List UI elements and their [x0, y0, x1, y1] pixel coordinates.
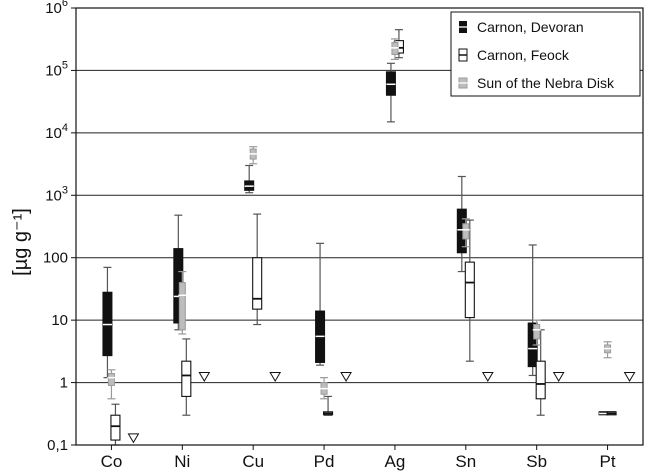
box	[533, 324, 541, 340]
y-tick-label: 104	[45, 122, 68, 142]
box	[462, 223, 470, 240]
x-tick-label: Pt	[600, 452, 616, 471]
x-tick-label: Sb	[526, 452, 547, 471]
plot-frame	[75, 7, 644, 446]
detection-limit-marker	[269, 372, 282, 383]
x-axis-category-labels: Co Ni Cu Pd Ag Sn Sb Pt	[101, 445, 616, 471]
series-carnon-feock	[110, 29, 617, 446]
detection-limit-marker	[481, 372, 494, 383]
y-axis-tick-labels: 0,1 1 10 100 103 104 105 106	[43, 0, 76, 454]
box	[181, 360, 192, 397]
x-tick-label: Cu	[242, 452, 264, 471]
y-axis-label: [µg g⁻¹]	[10, 208, 32, 276]
x-tick-label: Co	[101, 452, 123, 471]
detection-limit-marker	[623, 372, 636, 383]
x-tick-label: Ni	[174, 452, 190, 471]
legend-label: Sun of the Nebra Disk	[477, 75, 615, 91]
detection-limit-marker	[552, 372, 565, 383]
legend-label: Carnon, Feock	[477, 47, 570, 63]
y-tick-label: 103	[45, 184, 68, 204]
series-sun-of-the-nebra-disk	[107, 38, 612, 400]
gridlines	[76, 69, 643, 384]
x-tick-label: Pd	[314, 452, 335, 471]
box	[535, 360, 546, 400]
box	[107, 372, 115, 386]
detection-limit-marker	[340, 372, 352, 383]
y-tick-label: 106	[45, 0, 68, 17]
y-tick-label: 100	[43, 250, 68, 267]
y-tick-label: 105	[45, 59, 68, 79]
y-tick-label: 0,1	[47, 437, 68, 454]
box	[252, 257, 263, 310]
series-carnon-devoran	[102, 62, 609, 416]
box	[178, 282, 186, 331]
legend-frame	[450, 11, 641, 97]
box-series-layer	[102, 29, 617, 446]
box	[464, 261, 475, 319]
legend: Carnon, Devoran Carnon, Feock Sun of the N…	[450, 11, 641, 97]
x-tick-label: Sn	[455, 452, 476, 471]
legend-label: Carnon, Devoran	[477, 19, 584, 35]
y-tick-label: 1	[60, 375, 68, 392]
box	[110, 414, 121, 441]
y-tick-label: 10	[51, 312, 68, 329]
x-tick-label: Ag	[385, 452, 406, 471]
detection-limit-marker	[127, 433, 140, 444]
detection-limit-marker	[198, 372, 211, 383]
detection-limit-markers	[127, 372, 636, 444]
